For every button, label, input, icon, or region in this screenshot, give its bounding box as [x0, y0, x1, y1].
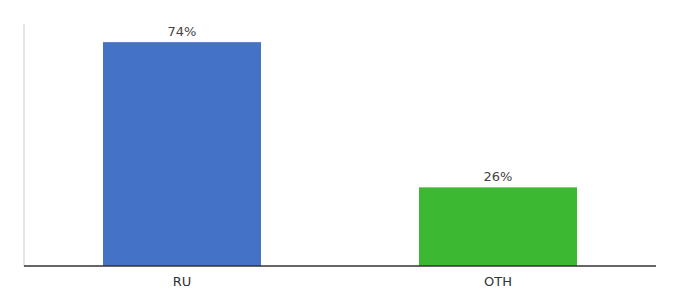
chart-container: 74% 26% RU OTH: [0, 0, 680, 300]
data-label: 26%: [484, 169, 513, 184]
bar: [419, 187, 577, 266]
x-tick-label: RU: [173, 274, 192, 289]
x-axis-line: [24, 265, 656, 267]
plot-area: 74% 26% RU OTH: [24, 24, 656, 289]
data-label: 74%: [168, 24, 197, 39]
x-tick-label: OTH: [484, 274, 512, 289]
bars: [103, 42, 577, 266]
y-axis-line: [24, 24, 25, 266]
chart: 74% 26% RU OTH: [0, 0, 680, 300]
bar: [103, 42, 261, 266]
